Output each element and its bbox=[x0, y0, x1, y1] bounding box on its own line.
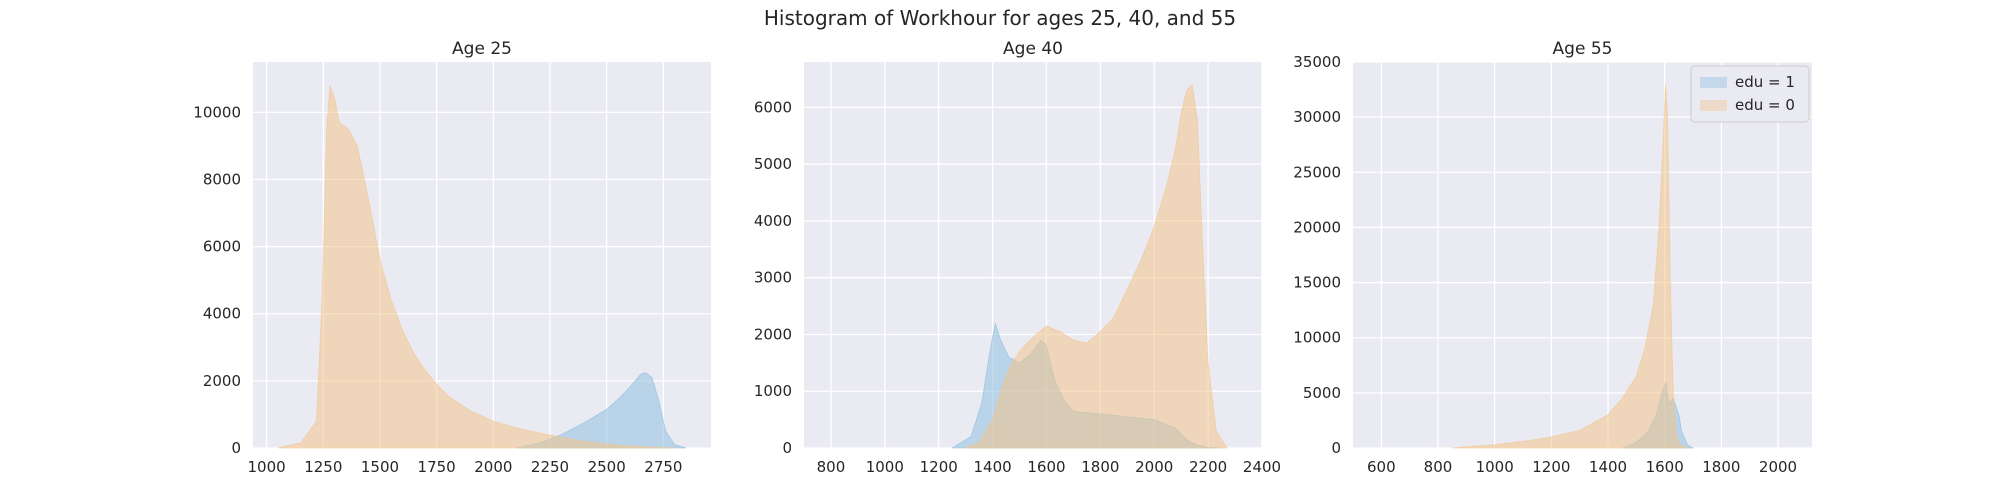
x-tick-label: 1250 bbox=[304, 458, 342, 476]
x-tick-label: 1400 bbox=[1589, 458, 1627, 476]
y-tick-label: 6000 bbox=[754, 98, 792, 116]
x-tick-label: 2000 bbox=[1759, 458, 1797, 476]
x-tick-label: 1600 bbox=[1646, 458, 1684, 476]
subplot-title: Age 55 bbox=[1553, 39, 1613, 59]
subplot-age-40: 800 1000 1200 1400 1600 1800 2000 2200 2400 0 1000… bbox=[754, 39, 1281, 476]
y-tick-label: 1000 bbox=[754, 382, 792, 400]
x-tick-label: 1200 bbox=[1532, 458, 1570, 476]
x-tick-label: 1600 bbox=[1027, 458, 1065, 476]
y-tick-label: 4000 bbox=[203, 305, 241, 323]
x-tick-label: 1800 bbox=[1702, 458, 1740, 476]
y-tick-label: 30000 bbox=[1293, 108, 1341, 126]
y-tick-label: 10000 bbox=[193, 103, 241, 121]
series-layer bbox=[950, 83, 1228, 449]
x-tick-label: 2250 bbox=[531, 458, 569, 476]
histogram-series-edu-0 bbox=[277, 85, 675, 449]
x-tick-label: 2000 bbox=[1135, 458, 1173, 476]
series-layer bbox=[1452, 84, 1695, 449]
x-tick-label: 1000 bbox=[1476, 458, 1514, 476]
y-tick-label: 8000 bbox=[203, 170, 241, 188]
x-tick-label: 1000 bbox=[248, 458, 286, 476]
y-tick-label: 4000 bbox=[754, 212, 792, 230]
tick-labels: 1000 1250 1500 1750 2000 2250 2500 2750 0 2000 400… bbox=[193, 103, 682, 476]
y-tick-label: 5000 bbox=[1303, 384, 1341, 402]
x-tick-label: 2750 bbox=[644, 458, 682, 476]
figure-title: Histogram of Workhour for ages 25, 40, a… bbox=[764, 6, 1236, 30]
legend-label-edu-0: edu = 0 bbox=[1735, 96, 1795, 114]
legend-swatch-edu-1 bbox=[1700, 77, 1727, 88]
x-tick-label: 1800 bbox=[1081, 458, 1119, 476]
y-tick-label: 5000 bbox=[754, 155, 792, 173]
x-tick-label: 1750 bbox=[418, 458, 456, 476]
histogram-series-edu-0 bbox=[1452, 84, 1688, 449]
y-tick-label: 20000 bbox=[1293, 218, 1341, 236]
legend-label-edu-1: edu = 1 bbox=[1735, 73, 1795, 91]
y-tick-label: 35000 bbox=[1293, 53, 1341, 71]
x-tick-label: 1200 bbox=[920, 458, 958, 476]
legend-swatch-edu-0 bbox=[1700, 100, 1727, 111]
y-tick-label: 10000 bbox=[1293, 329, 1341, 347]
histogram-series-edu-1 bbox=[515, 372, 687, 449]
y-tick-label: 0 bbox=[1331, 439, 1341, 457]
y-tick-label: 2000 bbox=[754, 325, 792, 343]
subplot-title: Age 25 bbox=[452, 39, 512, 59]
y-tick-label: 2000 bbox=[203, 372, 241, 390]
x-tick-label: 1400 bbox=[973, 458, 1011, 476]
subplot-title: Age 40 bbox=[1003, 39, 1063, 59]
y-tick-label: 3000 bbox=[754, 269, 792, 287]
y-tick-label: 0 bbox=[782, 439, 792, 457]
plot-background bbox=[1353, 62, 1812, 448]
y-tick-label: 0 bbox=[231, 439, 241, 457]
histogram-series-edu-0 bbox=[965, 83, 1228, 449]
x-tick-label: 2500 bbox=[588, 458, 626, 476]
subplot-age-55: 600 800 1000 1200 1400 1600 1800 20000500010000… bbox=[1293, 39, 1812, 476]
series-layer bbox=[277, 85, 687, 449]
y-tick-label: 6000 bbox=[203, 238, 241, 256]
legend-frame bbox=[1690, 65, 1810, 123]
x-tick-label: 800 bbox=[817, 458, 846, 476]
y-tick-label: 25000 bbox=[1293, 163, 1341, 181]
y-tick-label: 15000 bbox=[1293, 274, 1341, 292]
subplot-age-25: 1000 1250 1500 1750 2000 2250 2500 2750 0 2000 400… bbox=[193, 39, 711, 476]
x-tick-label: 800 bbox=[1424, 458, 1453, 476]
legend: edu = 1 edu = 0 bbox=[1690, 65, 1810, 123]
x-tick-label: 1000 bbox=[866, 458, 904, 476]
x-tick-label: 1500 bbox=[361, 458, 399, 476]
x-tick-label: 2400 bbox=[1243, 458, 1281, 476]
x-tick-label: 2200 bbox=[1189, 458, 1227, 476]
tick-labels: 600 800 1000 1200 1400 1600 1800 20000500010000… bbox=[1293, 53, 1797, 476]
x-tick-label: 2000 bbox=[474, 458, 512, 476]
tick-labels: 800 1000 1200 1400 1600 1800 2000 2200 2400 0 1000… bbox=[754, 98, 1281, 476]
x-tick-label: 600 bbox=[1367, 458, 1396, 476]
